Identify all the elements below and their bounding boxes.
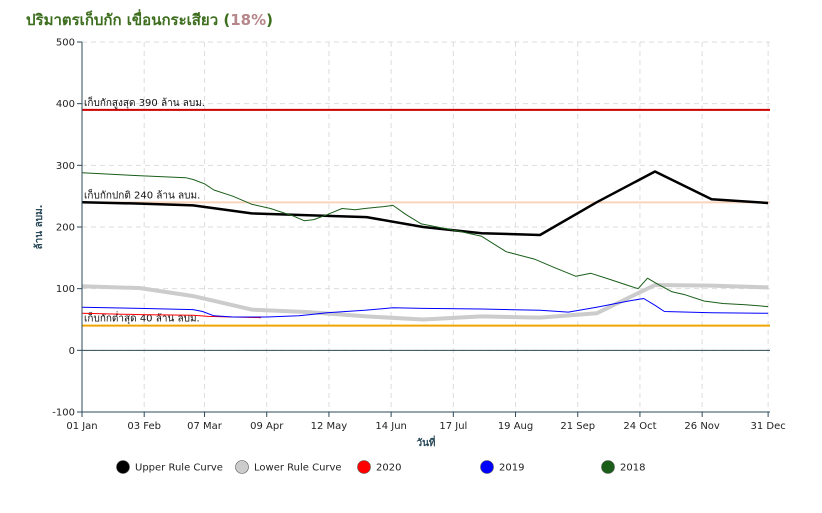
legend-label: 2020 [376,463,401,474]
legend-circle-icon [357,460,371,474]
chart-title-percent: 18% [230,11,267,29]
reference-line-label: เก็บกักสูงสุด 390 ล้าน ลบม. [84,95,205,109]
reference-line-label: เก็บกักต่ำสุด 40 ล้าน ลบม. [84,311,200,325]
series-line-2018 [81,172,769,308]
y-tick-label: -100 [52,408,75,419]
chart-title-main: ปริมาตรเก็บกัก เขื่อนกระเสียว ( [26,11,231,29]
x-tick-label: 14 Jun [375,421,407,432]
x-tick-label: 01 Jan [66,421,97,432]
chart-title-close: ) [266,11,273,29]
series-line-2019 [81,298,769,318]
legend-label: 2019 [499,463,524,474]
series-lines [81,170,769,322]
reference-lines: เก็บกักสูงสุด 390 ล้าน ลบม. เก็บกักปกติ 2… [82,95,770,327]
legend-label: Lower Rule Curve [254,463,342,474]
series-line-upper-rule-curve [81,170,769,237]
x-tick-label: 31 Dec [750,421,785,432]
chart-title: ปริมาตรเก็บกัก เขื่อนกระเสียว (18%) [26,8,273,32]
reference-line-label: เก็บกักปกติ 240 ล้าน ลบม. [84,187,200,201]
legend-circle-icon [235,460,249,474]
legend-circle-icon [601,460,615,474]
y-tick-label: 300 [56,161,75,172]
x-tick-label: 26 Nov [684,421,720,432]
x-axis-title: วันที่ [416,435,435,449]
legend: Upper Rule Curve Lower Rule Curve 2020 2019… [116,460,645,474]
y-tick-label: 200 [56,223,75,234]
y-tick-label: 100 [56,284,75,295]
y-axis-title: ล้าน ลบม. [33,205,45,250]
x-tick-label: 03 Feb [127,421,161,432]
x-tick-label: 09 Apr [250,421,284,432]
legend-circle-icon [480,460,494,474]
x-tick-label: 21 Sep [560,421,595,432]
legend-label: 2018 [620,463,645,474]
x-tick-label: 19 Aug [498,421,533,432]
x-tick-label: 12 May [311,421,348,432]
y-tick-label: 500 [56,38,75,49]
series-line-lower-rule-curve [81,283,769,322]
x-tick-label: 07 Mar [187,421,223,432]
y-tick-label: 0 [69,346,75,357]
y-tick-label: 400 [56,99,75,110]
axes: -100 0 100 200 300 400 500 01 Jan 03 Feb 07 Mar 09… [33,38,786,450]
x-tick-label: 17 Jul [439,421,467,432]
grid [81,41,770,413]
x-tick-label: 24 Oct [623,421,656,432]
legend-label: Upper Rule Curve [135,463,223,474]
legend-circle-icon [116,460,130,474]
